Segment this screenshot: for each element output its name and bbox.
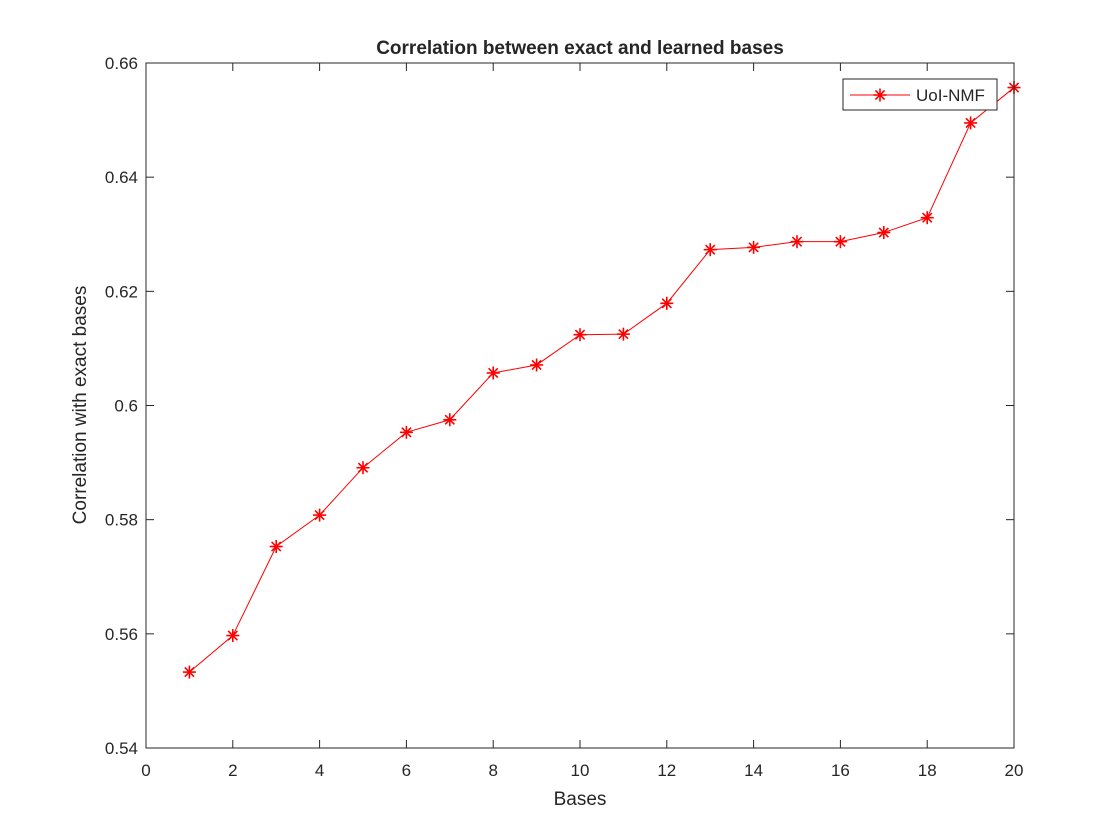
data-point-marker xyxy=(399,425,413,439)
x-tick-label: 0 xyxy=(141,761,150,780)
data-point-marker xyxy=(443,413,457,427)
legend: UoI-NMF xyxy=(842,78,998,111)
data-point-marker xyxy=(747,240,761,254)
data-point-marker xyxy=(182,665,196,679)
x-tick-label: 6 xyxy=(402,761,411,780)
data-point-marker xyxy=(269,539,283,553)
data-point-marker xyxy=(486,366,500,380)
axes-border xyxy=(145,62,1015,749)
data-point-marker xyxy=(226,629,240,643)
data-point-marker xyxy=(356,461,370,475)
x-tick-label: 18 xyxy=(918,761,937,780)
series-line xyxy=(189,87,1015,673)
legend-label-uoi-nmf: UoI-NMF xyxy=(916,86,985,105)
data-point-marker xyxy=(573,328,587,342)
legend-marker xyxy=(873,88,887,102)
x-tick-label: 10 xyxy=(571,761,590,780)
y-axis-ticks: 0.54 0.56 0.58 0.6 0.62 0.64 0.66 xyxy=(105,54,1014,758)
data-point-marker xyxy=(530,358,544,372)
data-point-marker xyxy=(833,235,847,249)
data-point-marker xyxy=(877,226,891,240)
y-tick-label: 0.54 xyxy=(105,739,138,758)
x-tick-label: 16 xyxy=(831,761,850,780)
x-axis-ticks: 0 2 4 6 8 10 12 14 16 18 20 xyxy=(141,63,1023,780)
x-tick-label: 14 xyxy=(744,761,763,780)
data-point-marker xyxy=(703,243,717,257)
x-tick-label: 4 xyxy=(315,761,324,780)
y-tick-label: 0.62 xyxy=(105,282,138,301)
y-tick-label: 0.56 xyxy=(105,625,138,644)
data-point-marker xyxy=(313,508,327,522)
y-tick-label: 0.58 xyxy=(105,511,138,530)
x-tick-label: 12 xyxy=(657,761,676,780)
x-tick-label: 2 xyxy=(228,761,237,780)
data-point-marker xyxy=(790,235,804,249)
y-axis-label: Correlation with exact bases xyxy=(70,286,91,525)
data-point-marker xyxy=(660,296,674,310)
data-point-marker xyxy=(964,116,978,130)
axes-frame xyxy=(145,62,1015,749)
plot-area xyxy=(146,63,1014,748)
y-tick-label: 0.6 xyxy=(114,397,138,416)
axes-background xyxy=(146,63,1014,748)
data-point-marker xyxy=(616,327,630,341)
x-tick-label: 8 xyxy=(488,761,497,780)
legend-marker-asterisk xyxy=(873,88,887,102)
y-tick-label: 0.64 xyxy=(105,168,138,187)
data-point-marker xyxy=(920,211,934,225)
chart-title: Correlation between exact and learned ba… xyxy=(376,38,784,59)
x-tick-label: 20 xyxy=(1005,761,1024,780)
x-axis-label: Bases xyxy=(554,789,607,810)
y-tick-label: 0.66 xyxy=(105,54,138,73)
